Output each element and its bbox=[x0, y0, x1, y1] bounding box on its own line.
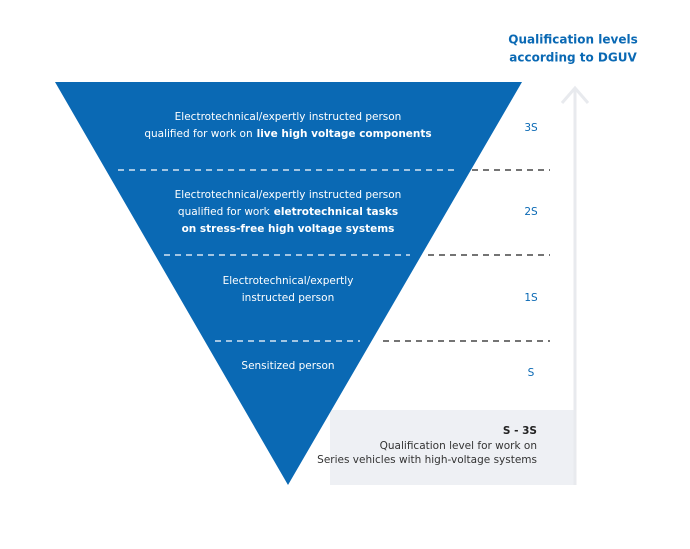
header-title: Qualification levels bbox=[508, 33, 637, 47]
pyramid bbox=[55, 82, 522, 485]
text-segment: instructed person bbox=[242, 292, 334, 304]
level-text: qualified for work on live high voltage c… bbox=[144, 128, 431, 140]
level-text: qualified for work eletrotechnical tasks bbox=[178, 206, 398, 218]
level-text: instructed person bbox=[242, 292, 334, 304]
text-segment: qualified for work bbox=[178, 206, 271, 218]
level-code: 1S bbox=[524, 292, 538, 304]
note-box bbox=[330, 410, 575, 485]
note-line: Series vehicles with high-voltage system… bbox=[317, 454, 537, 466]
text-segment: qualified for work on bbox=[144, 128, 252, 140]
text-segment: eletrotechnical tasks bbox=[274, 206, 398, 218]
note-line: Qualification level for work on bbox=[380, 440, 537, 452]
level-text: on stress-free high voltage systems bbox=[182, 223, 395, 235]
text-segment: live high voltage components bbox=[257, 128, 432, 140]
header-title: according to DGUV bbox=[509, 51, 637, 65]
text-segment: Electrotechnical/expertly instructed per… bbox=[175, 189, 402, 201]
text-segment: Electrotechnical/expertly bbox=[223, 275, 354, 287]
level-text: Electrotechnical/expertly instructed per… bbox=[175, 189, 402, 201]
text-segment: Sensitized person bbox=[241, 360, 334, 372]
note-title: S - 3S bbox=[503, 425, 537, 437]
dividers bbox=[118, 169, 550, 342]
arrow bbox=[560, 85, 590, 485]
level-text: Electrotechnical/expertly instructed per… bbox=[175, 111, 402, 123]
level-code: 2S bbox=[524, 206, 538, 218]
level-text: Electrotechnical/expertly bbox=[223, 275, 354, 287]
text-segment: Electrotechnical/expertly instructed per… bbox=[175, 111, 402, 123]
text-segment: on stress-free high voltage systems bbox=[182, 223, 395, 235]
level-code: S bbox=[528, 367, 535, 379]
level-text: Sensitized person bbox=[241, 360, 334, 372]
level-code: 3S bbox=[524, 122, 538, 134]
